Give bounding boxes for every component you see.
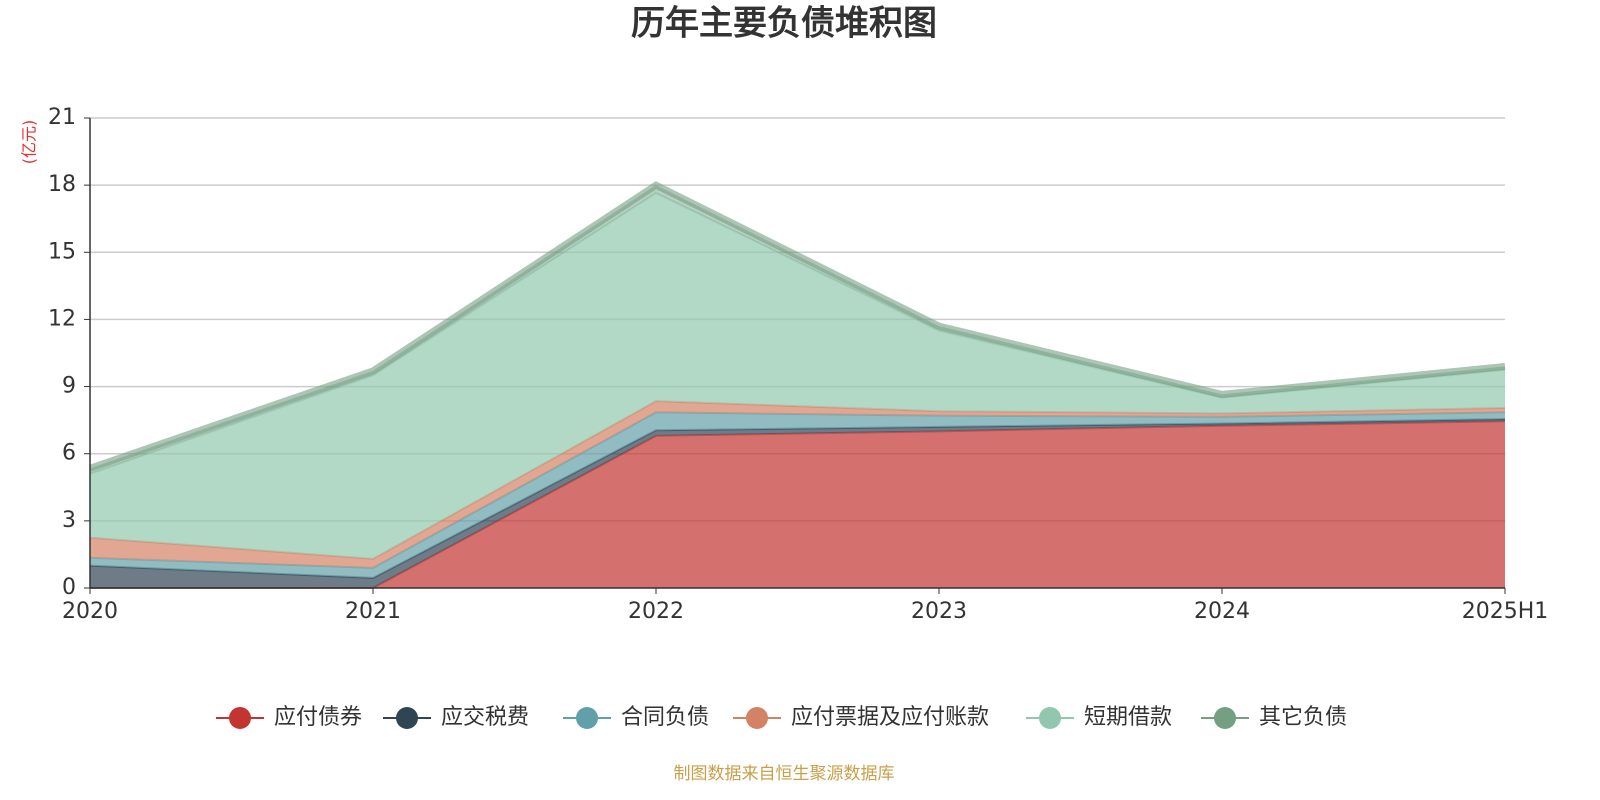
legend-label: 应付票据及应付账款	[791, 705, 989, 730]
area	[90, 421, 1505, 588]
y-tick-label: 18	[48, 172, 76, 197]
area	[90, 192, 1505, 559]
y-tick-label: 12	[48, 306, 76, 331]
x-tick-label: 2024	[1194, 599, 1250, 624]
area	[90, 419, 1505, 588]
legend-label: 短期借款	[1084, 705, 1172, 730]
legend-label: 应交税费	[441, 705, 529, 730]
area-line	[88, 181, 1506, 472]
y-tick-label: 15	[48, 239, 76, 264]
legend-symbol	[746, 707, 768, 729]
y-tick-label: 6	[62, 441, 76, 466]
y-tick-label: 3	[62, 508, 76, 533]
area-line	[89, 400, 1506, 560]
legend-label: 应付债券	[274, 705, 362, 730]
source-note: 制图数据来自恒生聚源数据库	[674, 764, 895, 784]
x-tick-label: 2023	[911, 599, 967, 624]
area	[90, 412, 1505, 578]
chart-title: 历年主要负债堆积图	[631, 4, 937, 44]
legend-symbol	[396, 707, 418, 729]
y-tick-label: 21	[48, 105, 76, 130]
legend-symbol	[1039, 707, 1061, 729]
legend-symbol	[576, 707, 598, 729]
area	[90, 401, 1505, 568]
x-tick-label: 2025H1	[1462, 599, 1549, 624]
x-tick-label: 2020	[62, 599, 118, 624]
y-axis-label: (亿元)	[20, 120, 39, 165]
legend-symbol	[1214, 707, 1236, 729]
x-tick-label: 2022	[628, 599, 684, 624]
y-tick-label: 9	[62, 374, 76, 399]
y-tick-label: 0	[62, 575, 76, 600]
legend-label: 其它负债	[1259, 705, 1347, 730]
legend-symbol	[229, 707, 251, 729]
x-tick-label: 2021	[345, 599, 401, 624]
legend-label: 合同负债	[621, 705, 709, 730]
